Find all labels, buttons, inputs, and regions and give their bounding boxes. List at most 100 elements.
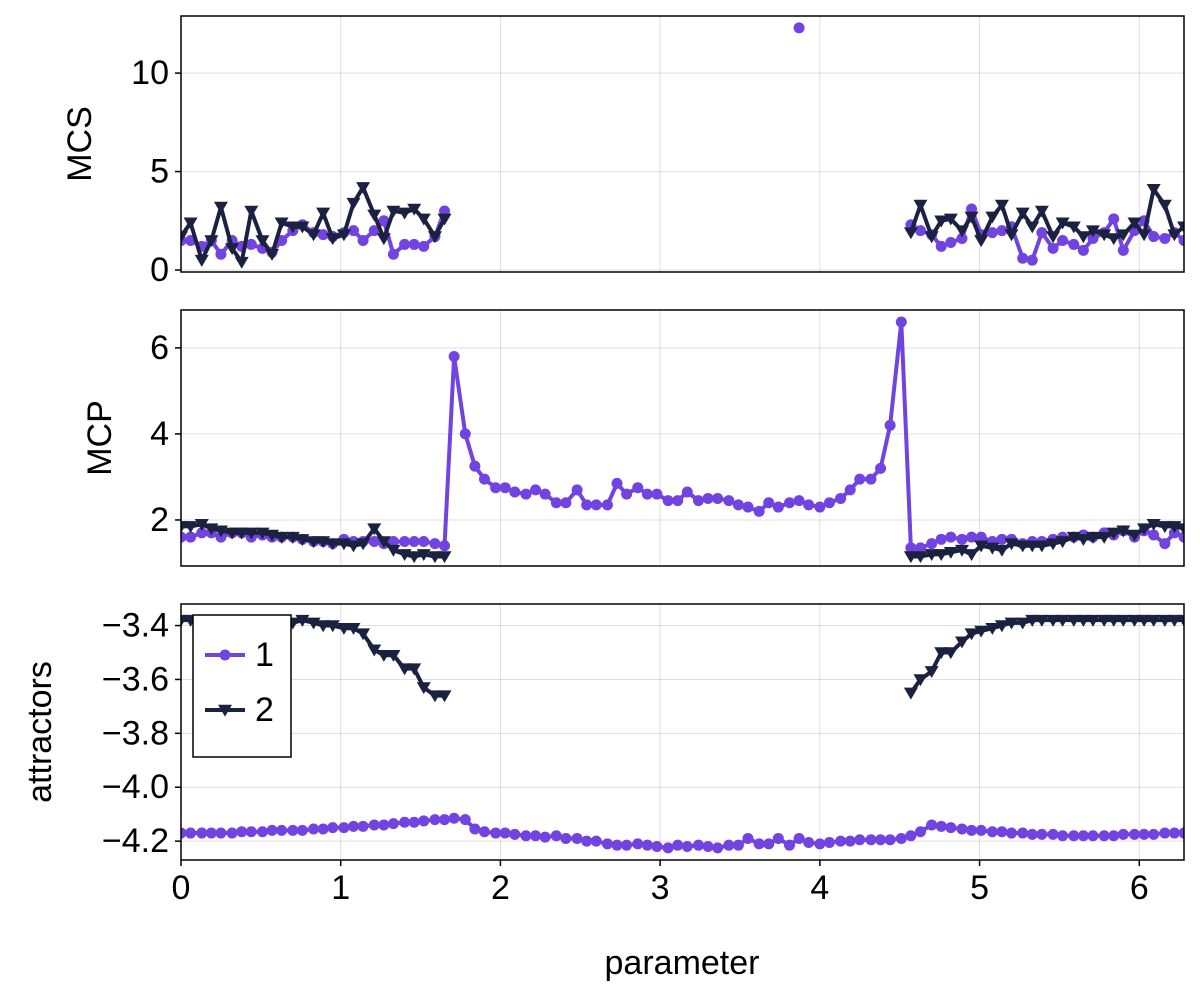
marker — [317, 823, 329, 835]
marker — [378, 215, 390, 227]
marker — [219, 649, 231, 661]
marker — [1178, 827, 1184, 839]
marker — [213, 525, 228, 538]
marker — [418, 815, 430, 827]
marker — [1036, 227, 1048, 239]
marker — [884, 834, 896, 846]
marker — [590, 499, 602, 511]
marker — [581, 499, 593, 511]
marker — [1004, 538, 1019, 551]
marker — [601, 499, 613, 511]
marker — [399, 816, 411, 828]
marker — [945, 822, 957, 834]
marker — [814, 501, 826, 513]
marker — [1087, 233, 1099, 245]
marker — [985, 623, 1000, 635]
marker — [520, 830, 532, 842]
marker — [308, 823, 320, 835]
marker — [1159, 233, 1171, 245]
marker — [530, 484, 542, 496]
marker — [490, 482, 502, 494]
marker — [772, 501, 784, 513]
marker — [1178, 234, 1184, 246]
marker — [1085, 614, 1100, 627]
marker — [448, 350, 460, 362]
y-tick-label: −4.2 — [102, 822, 169, 860]
marker — [215, 248, 227, 260]
marker — [1127, 614, 1142, 627]
marker — [935, 533, 947, 545]
marker — [1076, 231, 1091, 244]
plot-area — [181, 316, 1184, 564]
y-axis-label: MCP — [81, 400, 119, 476]
legend-label: 1 — [255, 636, 274, 674]
marker — [550, 497, 562, 509]
marker — [1167, 614, 1182, 627]
marker — [295, 614, 310, 627]
marker — [905, 830, 917, 842]
marker — [490, 827, 502, 839]
marker — [266, 824, 278, 836]
marker — [974, 235, 989, 248]
marker — [1116, 229, 1131, 242]
marker — [854, 834, 866, 846]
marker — [1025, 221, 1040, 234]
marker — [662, 495, 674, 507]
marker — [943, 647, 958, 660]
marker — [956, 233, 968, 245]
marker — [265, 249, 280, 261]
marker — [1085, 225, 1100, 238]
marker — [934, 549, 949, 562]
marker — [641, 839, 653, 851]
marker — [803, 836, 815, 848]
marker — [996, 225, 1008, 237]
marker — [692, 495, 704, 507]
marker — [1068, 238, 1080, 250]
marker — [964, 211, 979, 224]
marker — [581, 835, 593, 847]
marker — [1117, 244, 1129, 256]
marker — [306, 536, 321, 549]
marker — [1017, 252, 1029, 264]
marker — [356, 182, 371, 194]
marker — [1025, 540, 1040, 553]
marker — [895, 832, 907, 844]
marker — [956, 823, 968, 835]
marker — [1108, 213, 1120, 225]
marker — [226, 827, 238, 839]
marker — [926, 819, 938, 831]
plot-area — [181, 22, 1184, 269]
marker — [437, 690, 452, 703]
marker — [702, 841, 714, 853]
marker — [1057, 830, 1069, 842]
marker — [996, 533, 1008, 545]
marker — [935, 240, 947, 252]
marker — [954, 636, 969, 649]
marker — [205, 827, 217, 839]
marker — [245, 826, 257, 838]
marker — [975, 531, 987, 543]
marker — [835, 492, 847, 504]
marker — [1116, 525, 1131, 538]
marker — [672, 495, 684, 507]
marker — [1034, 540, 1049, 553]
marker — [943, 213, 958, 226]
marker — [469, 823, 481, 835]
marker — [1167, 229, 1182, 242]
marker — [416, 682, 431, 695]
x-tick-label: 0 — [172, 869, 191, 907]
marker — [1036, 828, 1048, 840]
marker — [803, 499, 815, 511]
marker — [1047, 828, 1059, 840]
marker — [346, 197, 361, 210]
legend-label: 2 — [255, 691, 274, 729]
marker — [994, 544, 1009, 557]
marker — [966, 531, 978, 543]
marker — [1055, 217, 1070, 230]
marker — [934, 647, 949, 660]
marker — [601, 838, 613, 850]
marker — [245, 238, 257, 250]
marker — [1077, 830, 1089, 842]
marker — [865, 473, 877, 485]
marker — [459, 428, 471, 440]
